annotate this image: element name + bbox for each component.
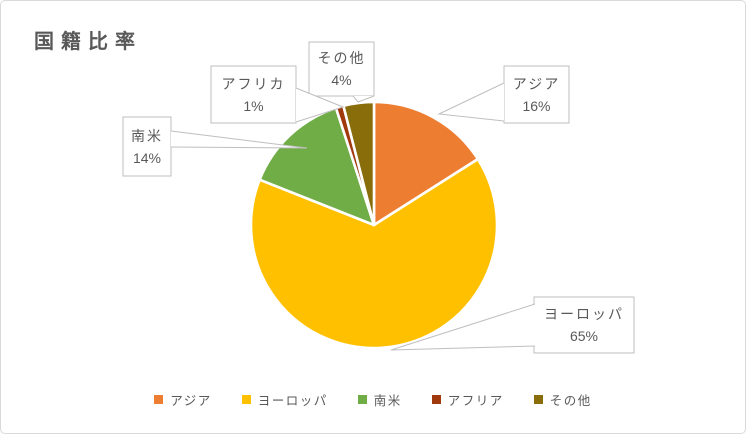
callout-box-europe xyxy=(533,296,635,354)
leader-line-asia xyxy=(437,82,505,122)
legend-label-asia: アジア xyxy=(170,394,212,408)
leader-line-south-america xyxy=(170,130,308,149)
callout-box-africa xyxy=(210,65,297,124)
legend-marker-europe xyxy=(241,395,251,404)
legend-item-other: その他 xyxy=(533,390,592,409)
legend-label-other: その他 xyxy=(549,394,592,408)
legend-label-south-america: 南米 xyxy=(373,394,402,408)
legend-item-asia: アジア xyxy=(154,390,212,409)
legend-label-africa: アフリア xyxy=(447,394,504,408)
legend-item-africa: アフリア xyxy=(431,390,504,409)
leader-line-other xyxy=(352,95,375,103)
callout-box-other xyxy=(308,41,375,97)
leader-line-africa xyxy=(295,87,345,123)
legend-marker-south-america xyxy=(357,395,367,404)
legend-item-europe: ヨーロッパ xyxy=(241,390,328,409)
leader-line-europe xyxy=(390,303,536,351)
pie xyxy=(249,100,499,350)
legend-label-europe: ヨーロッパ xyxy=(257,394,328,408)
legend-marker-other xyxy=(533,395,543,404)
pie-slice-4-その他 xyxy=(342,100,376,227)
legend-marker-asia xyxy=(154,395,164,404)
legend-item-south-america: 南米 xyxy=(357,390,402,409)
chart-legend: アジア ヨーロッパ 南米 アフリア その他 xyxy=(1,390,745,409)
pie-slice-1-ヨーロッパ xyxy=(249,157,499,350)
pie-slice-0-アジア xyxy=(372,100,480,227)
callout-box-asia xyxy=(503,65,570,124)
legend-marker-africa xyxy=(431,395,441,404)
callout-box-south-america xyxy=(122,116,172,177)
chart-title: 国籍比率 xyxy=(34,31,142,53)
